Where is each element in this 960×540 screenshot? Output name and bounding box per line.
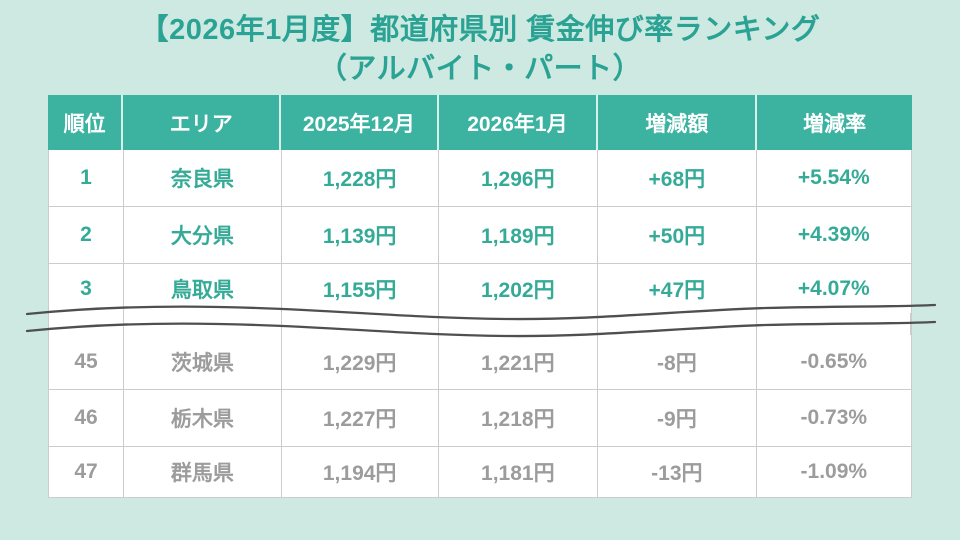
column-header-dec-2025: 2025年12月 <box>281 95 439 151</box>
cell-diff-rate: +4.39% <box>797 223 870 247</box>
cell-diff-amount: +50円 <box>598 207 757 264</box>
break-cell <box>282 313 439 336</box>
break-cell <box>439 313 599 336</box>
cell-area: 鳥取県 <box>124 264 282 314</box>
cell-diff-rate: -1.09% <box>800 460 868 484</box>
cell-rank: 1 <box>49 150 124 207</box>
cell-jan-wage: 1,181円 <box>439 447 599 498</box>
page-title: 【2026年1月度】都道府県別 賃金伸び率ランキング （アルバイト・パート） <box>0 0 960 88</box>
table-row-rank-46: 46 栃木県 1,227円 1,218円 -9円 -0.73% <box>49 390 911 448</box>
break-cell <box>598 313 757 336</box>
cell-dec-wage: 1,229円 <box>282 335 439 390</box>
cell-diff-rate: -0.65% <box>800 350 868 374</box>
column-header-area: エリア <box>123 95 282 151</box>
table-header-row: 順位 エリア 2025年12月 2026年1月 増減額 増減率 <box>48 95 912 151</box>
break-cell <box>124 313 282 336</box>
cell-rank: 47 <box>49 447 124 498</box>
cell-jan-wage: 1,296円 <box>439 150 599 207</box>
cell-diff-amount: +47円 <box>598 264 757 314</box>
cell-diff-rate: +5.54% <box>797 166 870 190</box>
column-header-jan-2026: 2026年1月 <box>439 95 599 151</box>
page-title-line2: （アルバイト・パート） <box>317 52 643 85</box>
cell-jan-wage: 1,221円 <box>439 335 599 390</box>
cell-diff-rate: +4.07% <box>797 276 870 300</box>
cell-diff-amount: -9円 <box>598 390 757 447</box>
table-row-rank-45: 45 茨城県 1,229円 1,221円 -8円 -0.65% <box>49 335 911 391</box>
cell-rank: 46 <box>49 390 124 447</box>
column-header-rank: 順位 <box>48 95 124 151</box>
cell-diff-amount: +68円 <box>598 150 757 207</box>
cell-rank: 3 <box>49 264 124 314</box>
column-header-diff-amount: 増減額 <box>598 95 758 151</box>
ranking-table: 順位 エリア 2025年12月 2026年1月 増減額 増減率 1 奈良県 1,… <box>25 95 937 499</box>
cell-diff-rate: -0.73% <box>800 406 868 430</box>
cell-dec-wage: 1,194円 <box>282 447 439 498</box>
cell-area: 栃木県 <box>124 390 282 447</box>
cell-area: 群馬県 <box>124 447 282 498</box>
cell-jan-wage: 1,202円 <box>439 264 599 314</box>
table-row-rank-2: 2 大分県 1,139円 1,189円 +50円 +4.39% <box>49 207 911 265</box>
table-row-rank-47: 47 群馬県 1,194円 1,181円 -13円 -1.09% <box>49 447 911 499</box>
column-header-diff-rate: 増減率 <box>803 112 867 136</box>
cell-diff-amount: -13円 <box>598 447 757 498</box>
cell-jan-wage: 1,189円 <box>439 207 599 264</box>
table-body: 1 奈良県 1,228円 1,296円 +68円 +5.54% 2 大分県 1,… <box>25 150 937 499</box>
cell-rank: 45 <box>49 335 124 390</box>
cell-area: 奈良県 <box>124 150 282 207</box>
cell-diff-amount: -8円 <box>598 335 757 390</box>
table-row-rank-3: 3 鳥取県 1,155円 1,202円 +47円 +4.07% <box>49 264 911 314</box>
table-row-rank-1: 1 奈良県 1,228円 1,296円 +68円 +5.54% <box>49 150 911 208</box>
cell-dec-wage: 1,155円 <box>282 264 439 314</box>
cell-jan-wage: 1,218円 <box>439 390 599 447</box>
cell-area: 大分県 <box>124 207 282 264</box>
page-title-line1: 【2026年1月度】都道府県別 賃金伸び率ランキング <box>139 14 821 46</box>
cell-dec-wage: 1,228円 <box>282 150 439 207</box>
cell-dec-wage: 1,139円 <box>282 207 439 264</box>
break-cell <box>757 313 911 336</box>
cell-rank: 2 <box>49 207 124 264</box>
table-break-row <box>25 303 937 338</box>
cell-area: 茨城県 <box>124 335 282 390</box>
break-cell <box>49 313 124 336</box>
cell-dec-wage: 1,227円 <box>282 390 439 447</box>
